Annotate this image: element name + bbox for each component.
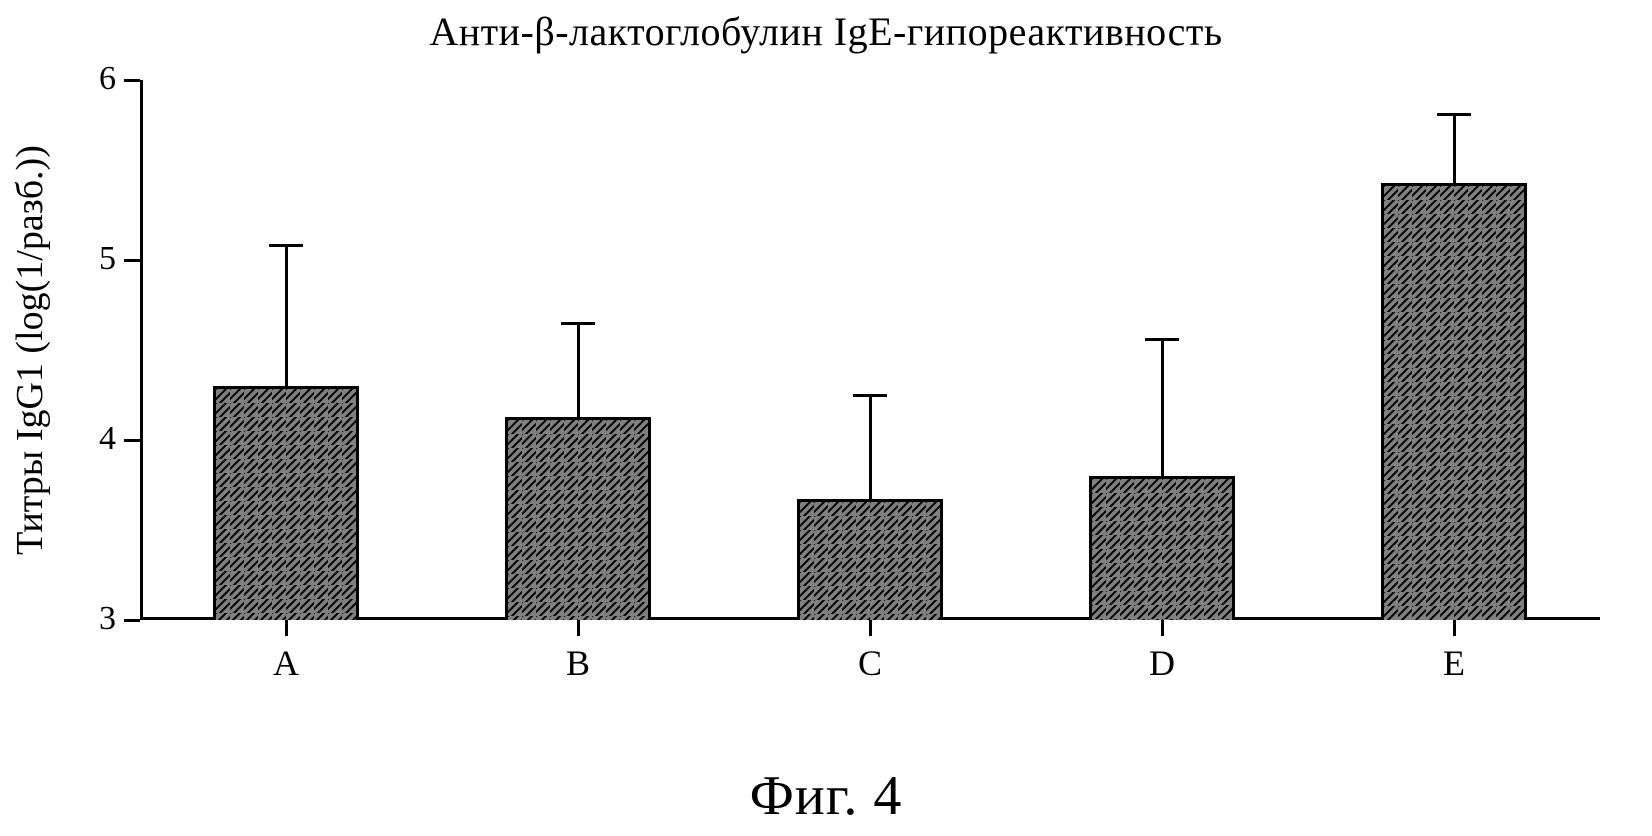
x-tick-label: E <box>1414 642 1494 684</box>
x-tick-label: C <box>830 642 910 684</box>
y-tick <box>124 619 140 622</box>
error-bar <box>869 395 872 499</box>
y-tick <box>124 259 140 262</box>
chart-title: Анти-β-лактоглобулин IgE-гипореактивност… <box>0 8 1652 55</box>
x-tick-label: B <box>538 642 618 684</box>
y-tick-label: 6 <box>76 60 116 98</box>
bar <box>797 499 943 620</box>
bar <box>1381 183 1527 620</box>
bar-chart: 3456ABCDE <box>140 80 1600 620</box>
error-cap <box>269 244 303 247</box>
bar <box>505 417 651 620</box>
y-axis <box>140 80 143 620</box>
x-tick <box>1453 620 1456 636</box>
error-cap <box>853 394 887 397</box>
y-axis-label: Титры IgG1 (log(1/разб.)) <box>8 145 52 555</box>
y-tick-label: 3 <box>76 600 116 638</box>
error-cap <box>1145 338 1179 341</box>
y-tick-label: 5 <box>76 240 116 278</box>
error-bar <box>285 246 288 386</box>
error-bar <box>1161 339 1164 476</box>
error-bar <box>1453 114 1456 182</box>
error-bar <box>577 323 580 417</box>
x-tick <box>577 620 580 636</box>
x-tick <box>1161 620 1164 636</box>
figure-caption: Фиг. 4 <box>0 764 1652 828</box>
x-tick-label: A <box>246 642 326 684</box>
error-cap <box>561 322 595 325</box>
y-tick <box>124 439 140 442</box>
x-tick-label: D <box>1122 642 1202 684</box>
x-tick <box>285 620 288 636</box>
x-tick <box>869 620 872 636</box>
error-cap <box>1437 113 1471 116</box>
y-tick <box>124 79 140 82</box>
bar <box>213 386 359 620</box>
bar <box>1089 476 1235 620</box>
y-tick-label: 4 <box>76 420 116 458</box>
